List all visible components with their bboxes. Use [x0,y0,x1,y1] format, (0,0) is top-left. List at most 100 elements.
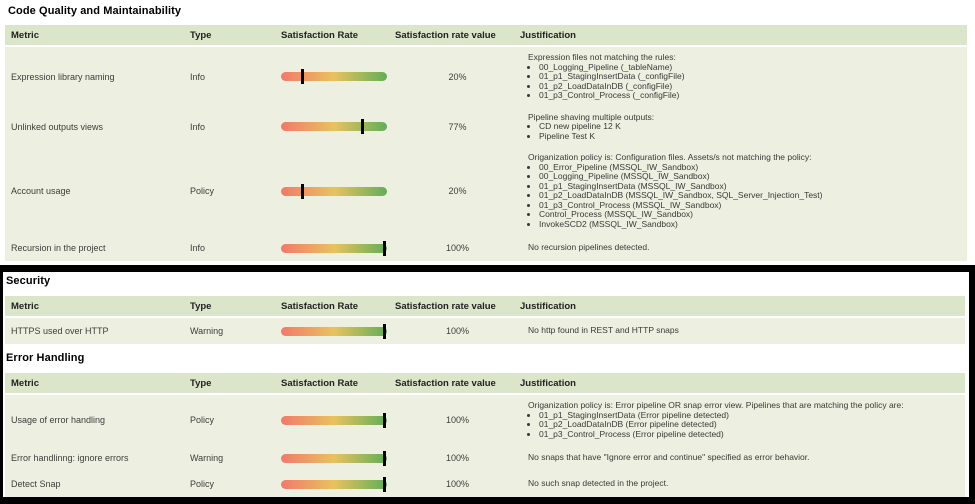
satisfaction-bar [281,69,387,85]
justification-item: InvokeSCD2 (MSSQL_IW_Sandbox) [539,219,961,230]
metric-cell: Account usage [11,186,71,196]
justification-intro: No snaps that have "Ignore error and con… [528,452,810,463]
satisfaction-value-cell: 100% [445,326,470,336]
header-cell-metric: Metric [11,300,39,312]
justification-intro: No such snap detected in the project. [528,478,669,489]
satisfaction-marker [361,119,365,135]
table-row: Account usage Policy 20% Origanization poli… [5,147,967,235]
justification-list: 01_p1_StagingInsertData (Error pipeline … [528,410,959,440]
justification-item: 01_p2_LoadDataInDB (Error pipeline detec… [539,419,959,430]
justification-item: 00_Error_Pipeline (MSSQL_IW_Sandbox) [539,162,961,173]
justification-item: 01_p1_StagingInsertData (_configFile) [539,71,961,82]
header-cell-metric: Metric [11,29,39,41]
satisfaction-marker [382,323,386,339]
justification-intro: No http found in REST and HTTP snaps [528,325,679,336]
report-page: Code Quality and Maintainability Metric Ty… [0,5,975,504]
justification-item: Pipeline Test K [539,131,961,142]
section-security: Security Metric Type Satisfaction Rate Satis… [5,275,965,344]
justification-intro: Origanization policy is: Configuration f… [528,152,812,162]
header-cell-rate: Satisfaction Rate [281,300,359,312]
justification-cell: Pipeline shaving multiple outputs:CD new… [520,111,967,142]
satisfaction-rate-cell [281,240,395,256]
report-table: Metric Type Satisfaction Rate Satisfaction … [5,296,965,344]
justification-item: 01_p2_LoadDataInDB (_configFile) [539,81,961,92]
justification-intro: Pipeline shaving multiple outputs: [528,111,655,122]
satisfaction-value-cell: 100% [445,479,470,489]
justification-cell: No http found in REST and HTTP snaps [520,326,965,336]
satisfaction-rate-cell [281,412,395,428]
header-cell-justification: Justification [520,29,576,41]
table-row: Detect Snap Policy 100% No such snap detect… [5,471,965,497]
table-row: Error handlinng: ignore errors Warning 100… [5,445,965,471]
type-cell: Info [190,243,206,253]
justification-item: 01_p3_Control_Process (Error pipeline de… [539,429,959,440]
header-cell-justification: Justification [520,377,576,389]
satisfaction-bar [281,412,387,428]
table-row: Usage of error handling Policy 100% Origani… [5,395,965,445]
type-cell: Policy [190,415,215,425]
satisfaction-bar [281,450,387,466]
metric-cell: Unlinked outputs views [11,121,104,132]
justification-intro: Expression files not matching the rules: [528,52,676,62]
metric-cell: Expression library naming [11,71,115,82]
type-cell: Info [190,71,206,82]
table-row: Expression library naming Info 20% Expressi… [5,47,967,107]
justification-cell: No such snap detected in the project. [520,479,965,489]
satisfaction-value-cell: 20% [448,71,467,82]
table-row: HTTPS used over HTTP Warning 100% No http f… [5,318,965,344]
table-header-row: Metric Type Satisfaction Rate Satisfaction … [5,373,965,395]
satisfaction-rate-cell [281,183,395,199]
satisfaction-value-cell: 77% [448,121,467,132]
justification-cell: Origanization policy is: Error pipeline … [520,400,965,440]
satisfaction-rate-cell [281,476,395,492]
type-cell: Warning [190,453,224,463]
satisfaction-rate-cell [281,119,395,135]
metric-cell: Usage of error handling [11,415,106,425]
justification-cell: No snaps that have "Ignore error and con… [520,453,965,463]
justification-item: 01_p3_Control_Process (MSSQL_IW_Sandbox) [539,200,961,211]
justification-item: 01_p1_StagingInsertData (MSSQL_IW_Sandbo… [539,181,961,192]
section-title: Code Quality and Maintainability [8,5,182,17]
section-code-quality: Code Quality and Maintainability Metric Ty… [5,5,967,261]
justification-list: 00_Error_Pipeline (MSSQL_IW_Sandbox)00_L… [528,162,961,230]
justification-item: 01_p2_LoadDataInDB (MSSQL_IW_Sandbox, SQ… [539,190,961,201]
justification-cell: No recursion pipelines detected. [520,243,967,253]
report-table: Metric Type Satisfaction Rate Satisfaction … [5,373,965,497]
table-header-row: Metric Type Satisfaction Rate Satisfaction … [5,296,965,318]
header-cell-value: Satisfaction rate value [395,29,496,41]
satisfaction-marker [300,69,304,85]
header-cell-type: Type [190,300,212,312]
table-row: Recursion in the project Info 100% No recur… [5,235,967,261]
satisfaction-rate-cell [281,323,395,339]
header-cell-rate: Satisfaction Rate [281,377,359,389]
type-cell: Warning [190,326,224,336]
section-title: Security [6,275,51,287]
justification-item: 01_p3_Control_Process (_configFile) [539,90,961,101]
metric-cell: HTTPS used over HTTP [11,326,109,336]
satisfaction-marker [382,412,386,428]
justification-item: 00_Logging_Pipeline (MSSQL_IW_Sandbox) [539,171,961,182]
justification-cell: Origanization policy is: Configuration f… [520,152,967,230]
justification-list: CD new pipeline 12 KPipeline Test K [528,121,961,142]
satisfaction-value-cell: 20% [448,186,467,196]
satisfaction-marker [382,476,386,492]
satisfaction-value-cell: 100% [445,243,470,253]
justification-item: 00_Logging_Pipeline (_tableName) [539,62,961,73]
type-cell: Info [190,121,206,132]
justification-cell: Expression files not matching the rules:… [520,52,967,101]
metric-cell: Detect Snap [11,479,61,489]
header-cell-metric: Metric [11,377,39,389]
satisfaction-marker [300,183,304,199]
satisfaction-bar [281,240,387,256]
table-header-row: Metric Type Satisfaction Rate Satisfaction … [5,25,967,47]
justification-intro: Origanization policy is: Error pipeline … [528,400,904,410]
section-error-handling: Error Handling Metric Type Satisfaction Rat… [5,352,965,497]
justification-intro: No recursion pipelines detected. [528,242,650,253]
satisfaction-bar [281,476,387,492]
justification-item: 01_p1_StagingInsertData (Error pipeline … [539,410,959,421]
report-table: Metric Type Satisfaction Rate Satisfaction … [5,25,967,261]
satisfaction-value-cell: 100% [445,453,470,463]
satisfaction-bar [281,183,387,199]
type-cell: Policy [190,186,215,196]
satisfaction-rate-cell [281,450,395,466]
